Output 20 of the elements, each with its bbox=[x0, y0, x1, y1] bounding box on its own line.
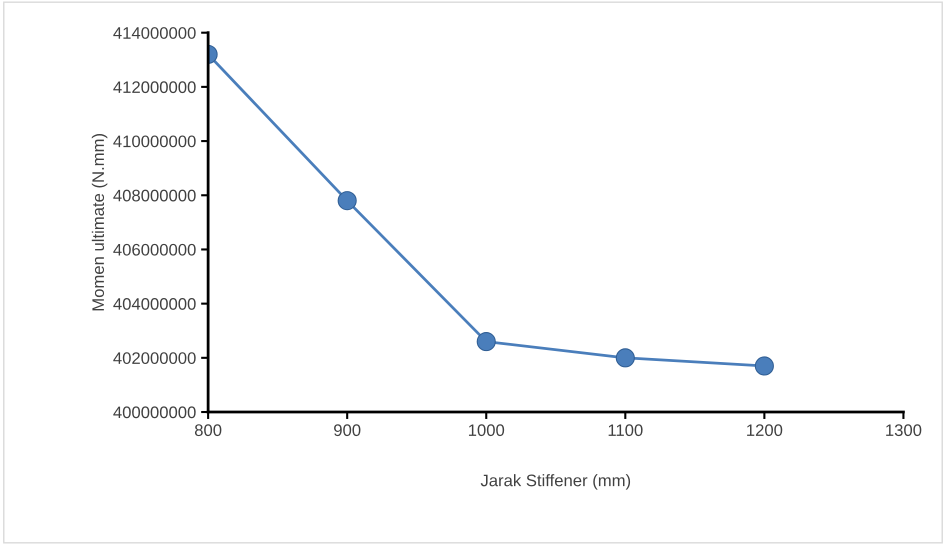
x-tick-label: 1200 bbox=[747, 424, 782, 436]
y-tick-label: 412000000 bbox=[113, 81, 196, 94]
x-tick-label: 900 bbox=[334, 424, 360, 436]
x-tick-label: 1100 bbox=[608, 424, 643, 436]
y-tick-label: 408000000 bbox=[113, 190, 196, 202]
x-tick-label: 1000 bbox=[468, 424, 504, 436]
y-tick-label: 410000000 bbox=[113, 135, 196, 148]
y-tick-label: 414000000 bbox=[113, 27, 196, 39]
y-tick-label: 402000000 bbox=[113, 352, 196, 364]
point bbox=[616, 348, 635, 368]
point bbox=[754, 356, 774, 376]
x-axis-title: Jarak Stiffener (mm) bbox=[480, 474, 630, 490]
x-tick-label: 800 bbox=[194, 424, 222, 436]
point bbox=[476, 332, 496, 352]
y-axis-title: Momen ultimate (N.mm) bbox=[92, 134, 108, 310]
y-tick-label: 404000000 bbox=[113, 298, 196, 310]
y-tick-label: 400000000 bbox=[113, 406, 196, 418]
y-tick-label: 406000000 bbox=[113, 244, 196, 256]
point bbox=[338, 191, 357, 210]
x-tick-label: 1300 bbox=[886, 424, 922, 436]
